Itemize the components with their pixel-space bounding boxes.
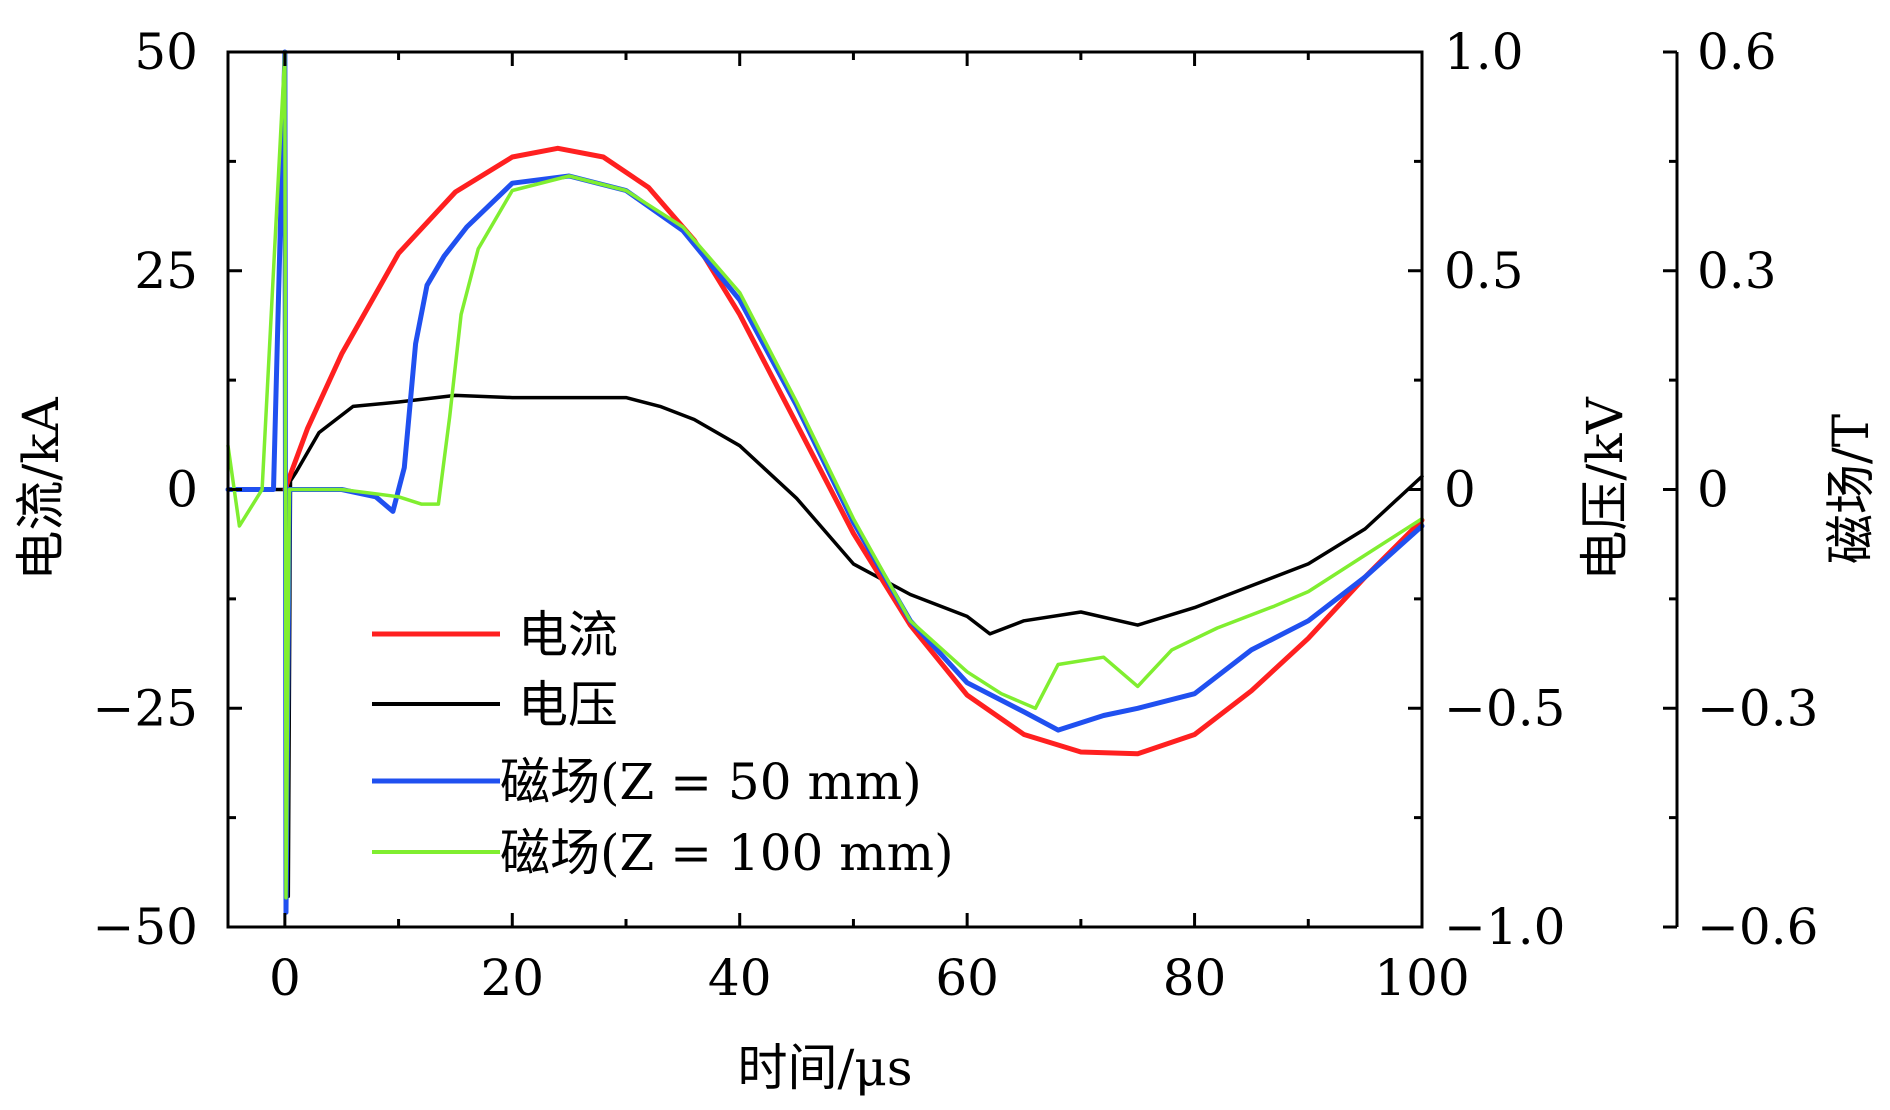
x-tick-label: 20 xyxy=(480,949,544,1007)
voltage-tick-label: 0 xyxy=(1444,461,1476,519)
voltage-tick-label: −1.0 xyxy=(1444,898,1565,956)
field-axis-title: 磁场/T xyxy=(1822,414,1880,564)
legend: 电流 电压 磁场(Z = 50 mm) 磁场(Z = 100 mm) xyxy=(372,606,954,882)
plot-series xyxy=(225,49,1425,915)
field-tick-label: 0.3 xyxy=(1697,242,1777,300)
ticks xyxy=(228,50,1677,929)
x-tick-label: 0 xyxy=(269,949,301,1007)
current-tick-label: −50 xyxy=(92,898,198,956)
x-tick-label: 80 xyxy=(1163,949,1227,1007)
legend-label-voltage: 电压 xyxy=(518,676,618,734)
current-tick-label: 50 xyxy=(134,23,198,81)
current-tick-label: −25 xyxy=(92,679,198,737)
x-tick-label: 100 xyxy=(1374,949,1469,1007)
field-tick-label: 0 xyxy=(1697,461,1729,519)
current-tick-label: 0 xyxy=(166,461,198,519)
field-tick-label: −0.3 xyxy=(1697,679,1818,737)
legend-label-field-50: 磁场(Z = 50 mm) xyxy=(500,753,922,811)
legend-label-current: 电流 xyxy=(518,606,618,664)
voltage-tick-label: 0.5 xyxy=(1444,242,1524,300)
current-tick-label: 25 xyxy=(134,242,198,300)
series-line-0 xyxy=(282,145,1425,757)
voltage-tick-label: 1.0 xyxy=(1444,23,1524,81)
voltage-tick-label: −0.5 xyxy=(1444,679,1565,737)
tick-labels: 0 20 40 60 80 100 −50 −25 0 25 50 −1.0 −0.5 0 0.5 1.0 −0… xyxy=(92,23,1818,1007)
legend-label-field-100: 磁场(Z = 100 mm) xyxy=(500,824,954,882)
series-line-3 xyxy=(226,50,1424,900)
series-line-1 xyxy=(226,393,1424,899)
field-tick-label: 0.6 xyxy=(1697,23,1777,81)
current-axis-title: 电流/kA xyxy=(12,396,70,580)
field-tick-label: −0.6 xyxy=(1697,898,1818,956)
voltage-axis-title: 电压/kV xyxy=(1576,396,1634,580)
x-tick-label: 40 xyxy=(708,949,772,1007)
x-axis-title: 时间/μs xyxy=(738,1039,913,1097)
x-tick-label: 60 xyxy=(935,949,999,1007)
